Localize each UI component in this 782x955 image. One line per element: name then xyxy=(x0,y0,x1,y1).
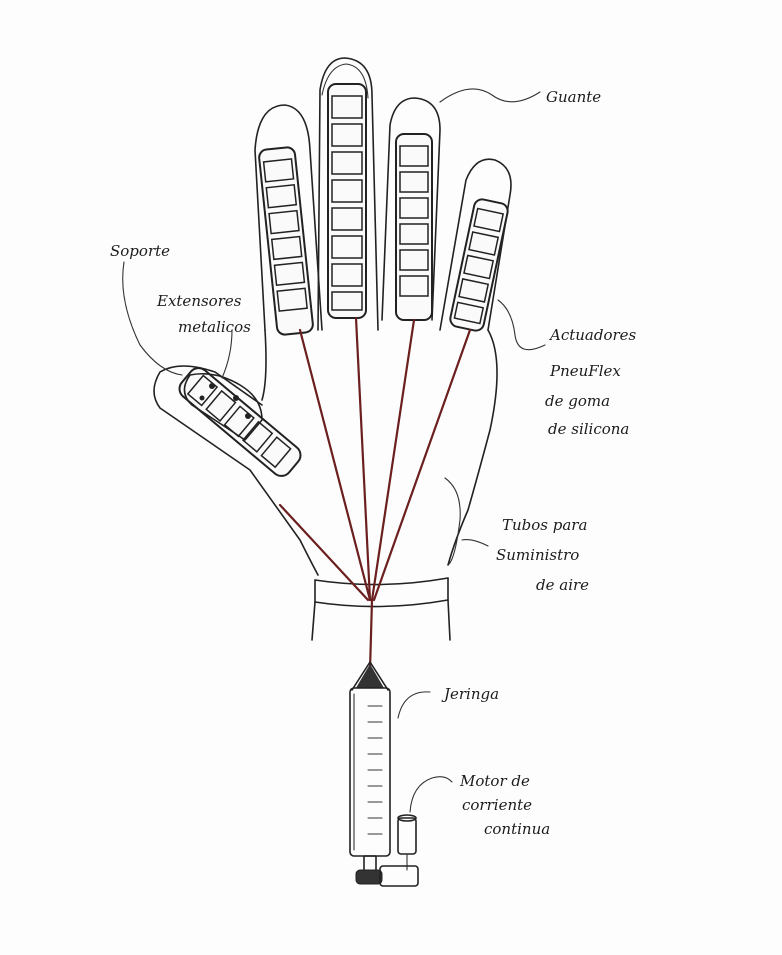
label-jeringa: Jeringa xyxy=(441,685,499,703)
glove-outline xyxy=(153,57,512,641)
label-motor-line2: corriente xyxy=(462,796,532,814)
label-guante: Guante xyxy=(546,88,601,106)
label-tubos-line1: Tubos para xyxy=(502,516,587,534)
label-motor-line3: continua xyxy=(484,820,550,838)
index-actuator xyxy=(258,146,314,336)
label-actuadores-line2: PneuFlex xyxy=(549,362,621,380)
label-extensores-line2: metalicos xyxy=(178,318,251,336)
ring-actuator xyxy=(395,133,433,321)
label-actuadores-line3: de goma xyxy=(545,392,610,410)
middle-actuator xyxy=(327,83,367,319)
label-actuadores-line1: Actuadores xyxy=(548,326,637,344)
leader-lines xyxy=(122,88,546,813)
air-tubes xyxy=(278,316,472,672)
label-motor-line1: Motor de xyxy=(459,772,530,790)
label-tubos-line3: de aire xyxy=(536,576,589,594)
label-actuadores-line4: de silicona xyxy=(548,420,629,438)
label-tubos-line2: Suministro xyxy=(496,546,579,564)
dc-motor xyxy=(379,814,419,887)
label-soporte: Soporte xyxy=(110,242,170,260)
syringe xyxy=(349,661,391,885)
little-actuator xyxy=(449,198,509,332)
label-extensores-line1: Extensores xyxy=(156,292,242,310)
thumb-support xyxy=(183,372,263,441)
